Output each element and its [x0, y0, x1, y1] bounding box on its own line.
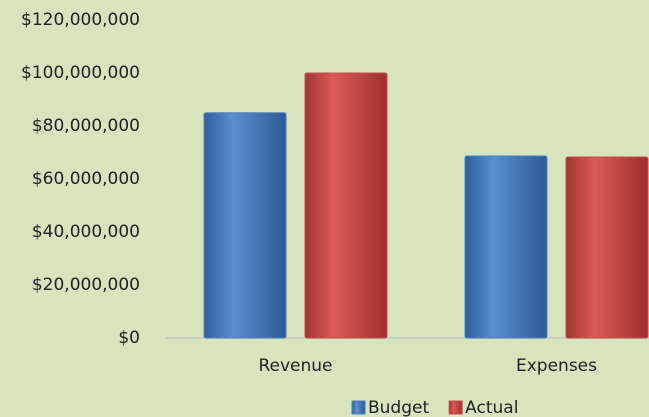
x-tick-label: Revenue	[258, 356, 332, 376]
legend-label: Actual	[465, 398, 518, 417]
bar	[464, 155, 548, 339]
y-tick-label: $120,000,000	[21, 10, 140, 30]
y-tick-label: $80,000,000	[32, 116, 140, 136]
legend-swatch	[351, 400, 366, 415]
bar	[565, 156, 649, 339]
y-tick-label: $100,000,000	[21, 63, 140, 83]
legend-label: Budget	[368, 398, 429, 417]
legend-swatch	[448, 400, 463, 415]
y-tick-label: $60,000,000	[32, 169, 140, 189]
x-tick-label: Expenses	[516, 356, 597, 376]
y-tick-label: $0	[118, 328, 140, 348]
bar	[304, 72, 388, 339]
bar	[203, 112, 287, 339]
y-tick-label: $40,000,000	[32, 222, 140, 242]
y-tick-label: $20,000,000	[32, 275, 140, 295]
